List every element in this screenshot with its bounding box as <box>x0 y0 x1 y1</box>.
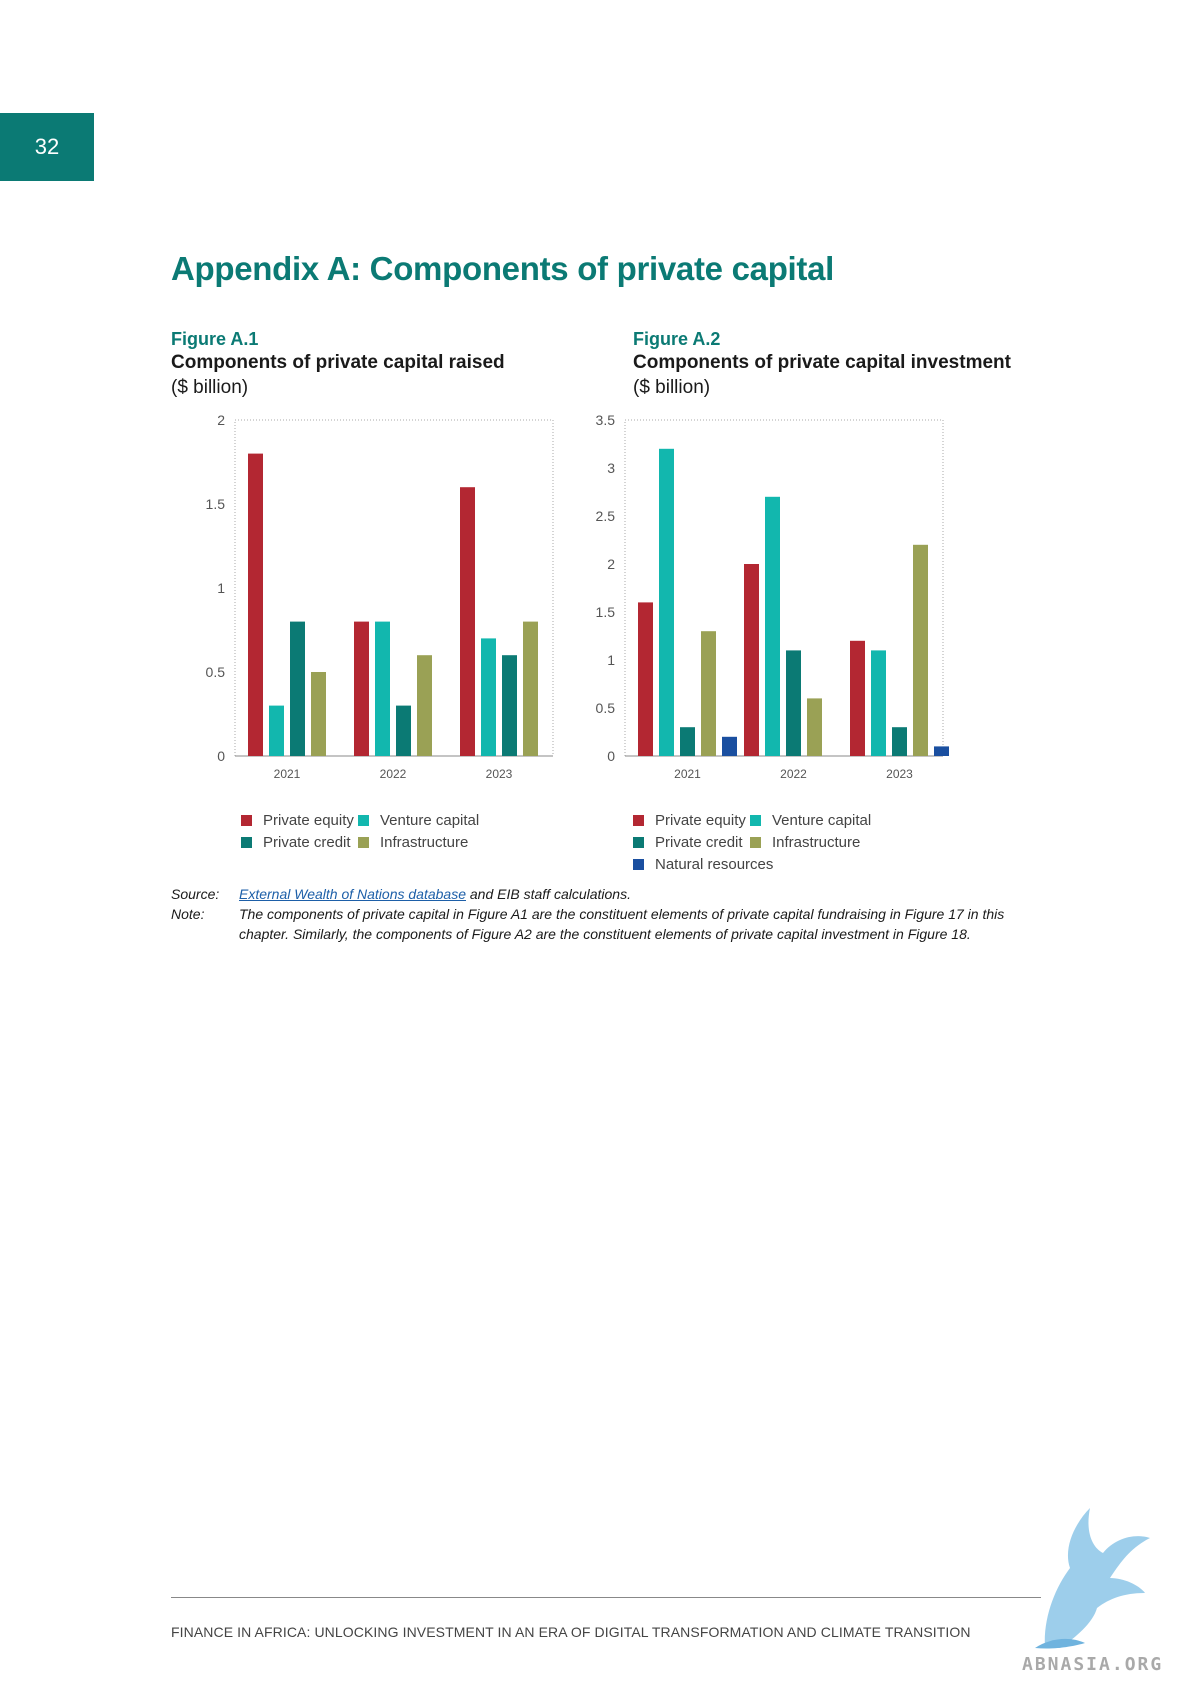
bar-venture-capital-2021 <box>269 705 284 756</box>
legend-item: Private credit <box>241 834 351 851</box>
legend-swatch <box>358 837 369 848</box>
bar-infrastructure-2022 <box>417 655 432 756</box>
x-tick-label: 2023 <box>486 767 513 781</box>
bar-venture-capital-2023 <box>871 650 886 756</box>
bar-private-credit-2021 <box>680 727 695 756</box>
legend-label: Infrastructure <box>772 834 861 851</box>
legend-label: Infrastructure <box>380 834 469 851</box>
figure-a1-header: Figure A.1 Components of private capital… <box>171 328 611 400</box>
figure-label: Figure A.1 <box>171 329 259 349</box>
legend-swatch <box>750 837 761 848</box>
bar-natural-resources-2021 <box>722 736 737 756</box>
bar-private-equity-2021 <box>248 453 263 756</box>
chart-a1-legend: Private equity Venture capital Private cre… <box>241 812 541 882</box>
bar-infrastructure-2022 <box>807 698 822 756</box>
bird-logo-icon <box>1035 1508 1150 1649</box>
bar-private-credit-2022 <box>396 705 411 756</box>
bar-infrastructure-2023 <box>523 621 538 756</box>
y-tick-label: 2.5 <box>596 508 616 524</box>
legend-item: Natural resources <box>633 856 773 873</box>
figure-title: Components of private capital investment <box>633 352 1011 373</box>
bar-private-equity-2022 <box>744 564 759 756</box>
bar-private-credit-2023 <box>502 655 517 756</box>
chart-a1: 0 0.5 1 1.5 2 2021 2022 2023 <box>206 412 554 781</box>
source-rest: and EIB staff calculations. <box>466 886 631 902</box>
legend-label: Venture capital <box>772 812 872 829</box>
note-row: Note: The components of private capital … <box>171 904 1051 944</box>
source-link[interactable]: External Wealth of Nations database <box>239 886 466 902</box>
legend-item: Venture capital <box>750 812 871 829</box>
legend-item: Private equity <box>633 812 746 829</box>
legend-item: Private equity <box>241 812 354 829</box>
legend-label: Private equity <box>263 812 354 829</box>
bar-private-equity-2023 <box>850 640 865 756</box>
y-tick-label: 2 <box>607 556 615 572</box>
chart-a2-legend: Private equity Venture capital Private cre… <box>633 812 933 882</box>
source-label: Source: <box>171 886 220 902</box>
bar-natural-resources-2023 <box>934 746 949 756</box>
figure-unit: ($ billion) <box>633 377 711 398</box>
legend-label: Private credit <box>655 834 743 851</box>
page-number: 32 <box>34 134 60 159</box>
y-tick-label: 2 <box>217 412 225 428</box>
note-text: The components of private capital in Fig… <box>239 906 1005 942</box>
y-tick-label: 3 <box>607 460 615 476</box>
x-tick-label: 2022 <box>780 767 807 781</box>
bar-private-equity-2022 <box>354 621 369 756</box>
x-tick-label: 2021 <box>274 767 301 781</box>
legend-swatch <box>633 859 644 870</box>
bar-venture-capital-2022 <box>375 621 390 756</box>
legend-swatch <box>358 815 369 826</box>
legend-swatch <box>633 815 644 826</box>
bar-private-credit-2023 <box>892 727 907 756</box>
source-notes: Source: External Wealth of Nations datab… <box>171 884 1051 944</box>
bar-infrastructure-2021 <box>701 631 716 756</box>
y-tick-label: 0.5 <box>596 700 616 716</box>
source-row: Source: External Wealth of Nations datab… <box>171 884 1051 904</box>
chart-a2: 0 0.5 1 1.5 2 2.5 3 3.5 2021 2022 2023 <box>596 412 949 781</box>
y-tick-label: 0 <box>217 748 225 764</box>
legend-label: Venture capital <box>380 812 480 829</box>
legend-item: Infrastructure <box>750 834 860 851</box>
legend-label: Private credit <box>263 834 351 851</box>
figure-unit: ($ billion) <box>171 377 249 398</box>
footer-divider <box>171 1597 1041 1598</box>
legend-item: Infrastructure <box>358 834 468 851</box>
legend-item: Venture capital <box>358 812 479 829</box>
bar-private-equity-2023 <box>460 487 475 756</box>
legend-swatch <box>241 837 252 848</box>
footer-text: FINANCE IN AFRICA: UNLOCKING INVESTMENT … <box>171 1624 971 1640</box>
legend-label: Private equity <box>655 812 746 829</box>
figure-a2-header: Figure A.2 Components of private capital… <box>633 328 1073 400</box>
figure-title: Components of private capital raised <box>171 352 505 373</box>
y-tick-label: 0 <box>607 748 615 764</box>
bar-venture-capital-2023 <box>481 638 496 756</box>
y-tick-label: 1 <box>607 652 615 668</box>
legend-item: Private credit <box>633 834 743 851</box>
x-tick-label: 2022 <box>380 767 407 781</box>
y-tick-label: 0.5 <box>206 664 226 680</box>
y-tick-label: 1.5 <box>596 604 616 620</box>
x-tick-label: 2021 <box>674 767 701 781</box>
x-tick-label: 2023 <box>886 767 913 781</box>
bar-private-credit-2021 <box>290 621 305 756</box>
y-tick-label: 3.5 <box>596 412 616 428</box>
legend-label: Natural resources <box>655 856 774 873</box>
page-number-tab: 32 <box>0 113 94 181</box>
legend-swatch <box>750 815 761 826</box>
y-tick-label: 1 <box>217 580 225 596</box>
bar-venture-capital-2021 <box>659 448 674 756</box>
bar-private-equity-2021 <box>638 602 653 756</box>
watermark-text: ABNASIA.ORG <box>1022 1654 1164 1675</box>
note-label: Note: <box>171 906 205 922</box>
bar-venture-capital-2022 <box>765 496 780 756</box>
legend-swatch <box>241 815 252 826</box>
y-tick-label: 1.5 <box>206 496 226 512</box>
figure-label: Figure A.2 <box>633 329 721 349</box>
bar-infrastructure-2021 <box>311 672 326 756</box>
bar-infrastructure-2023 <box>913 544 928 756</box>
legend-swatch <box>633 837 644 848</box>
bar-private-credit-2022 <box>786 650 801 756</box>
appendix-title: Appendix A: Components of private capita… <box>171 250 835 287</box>
